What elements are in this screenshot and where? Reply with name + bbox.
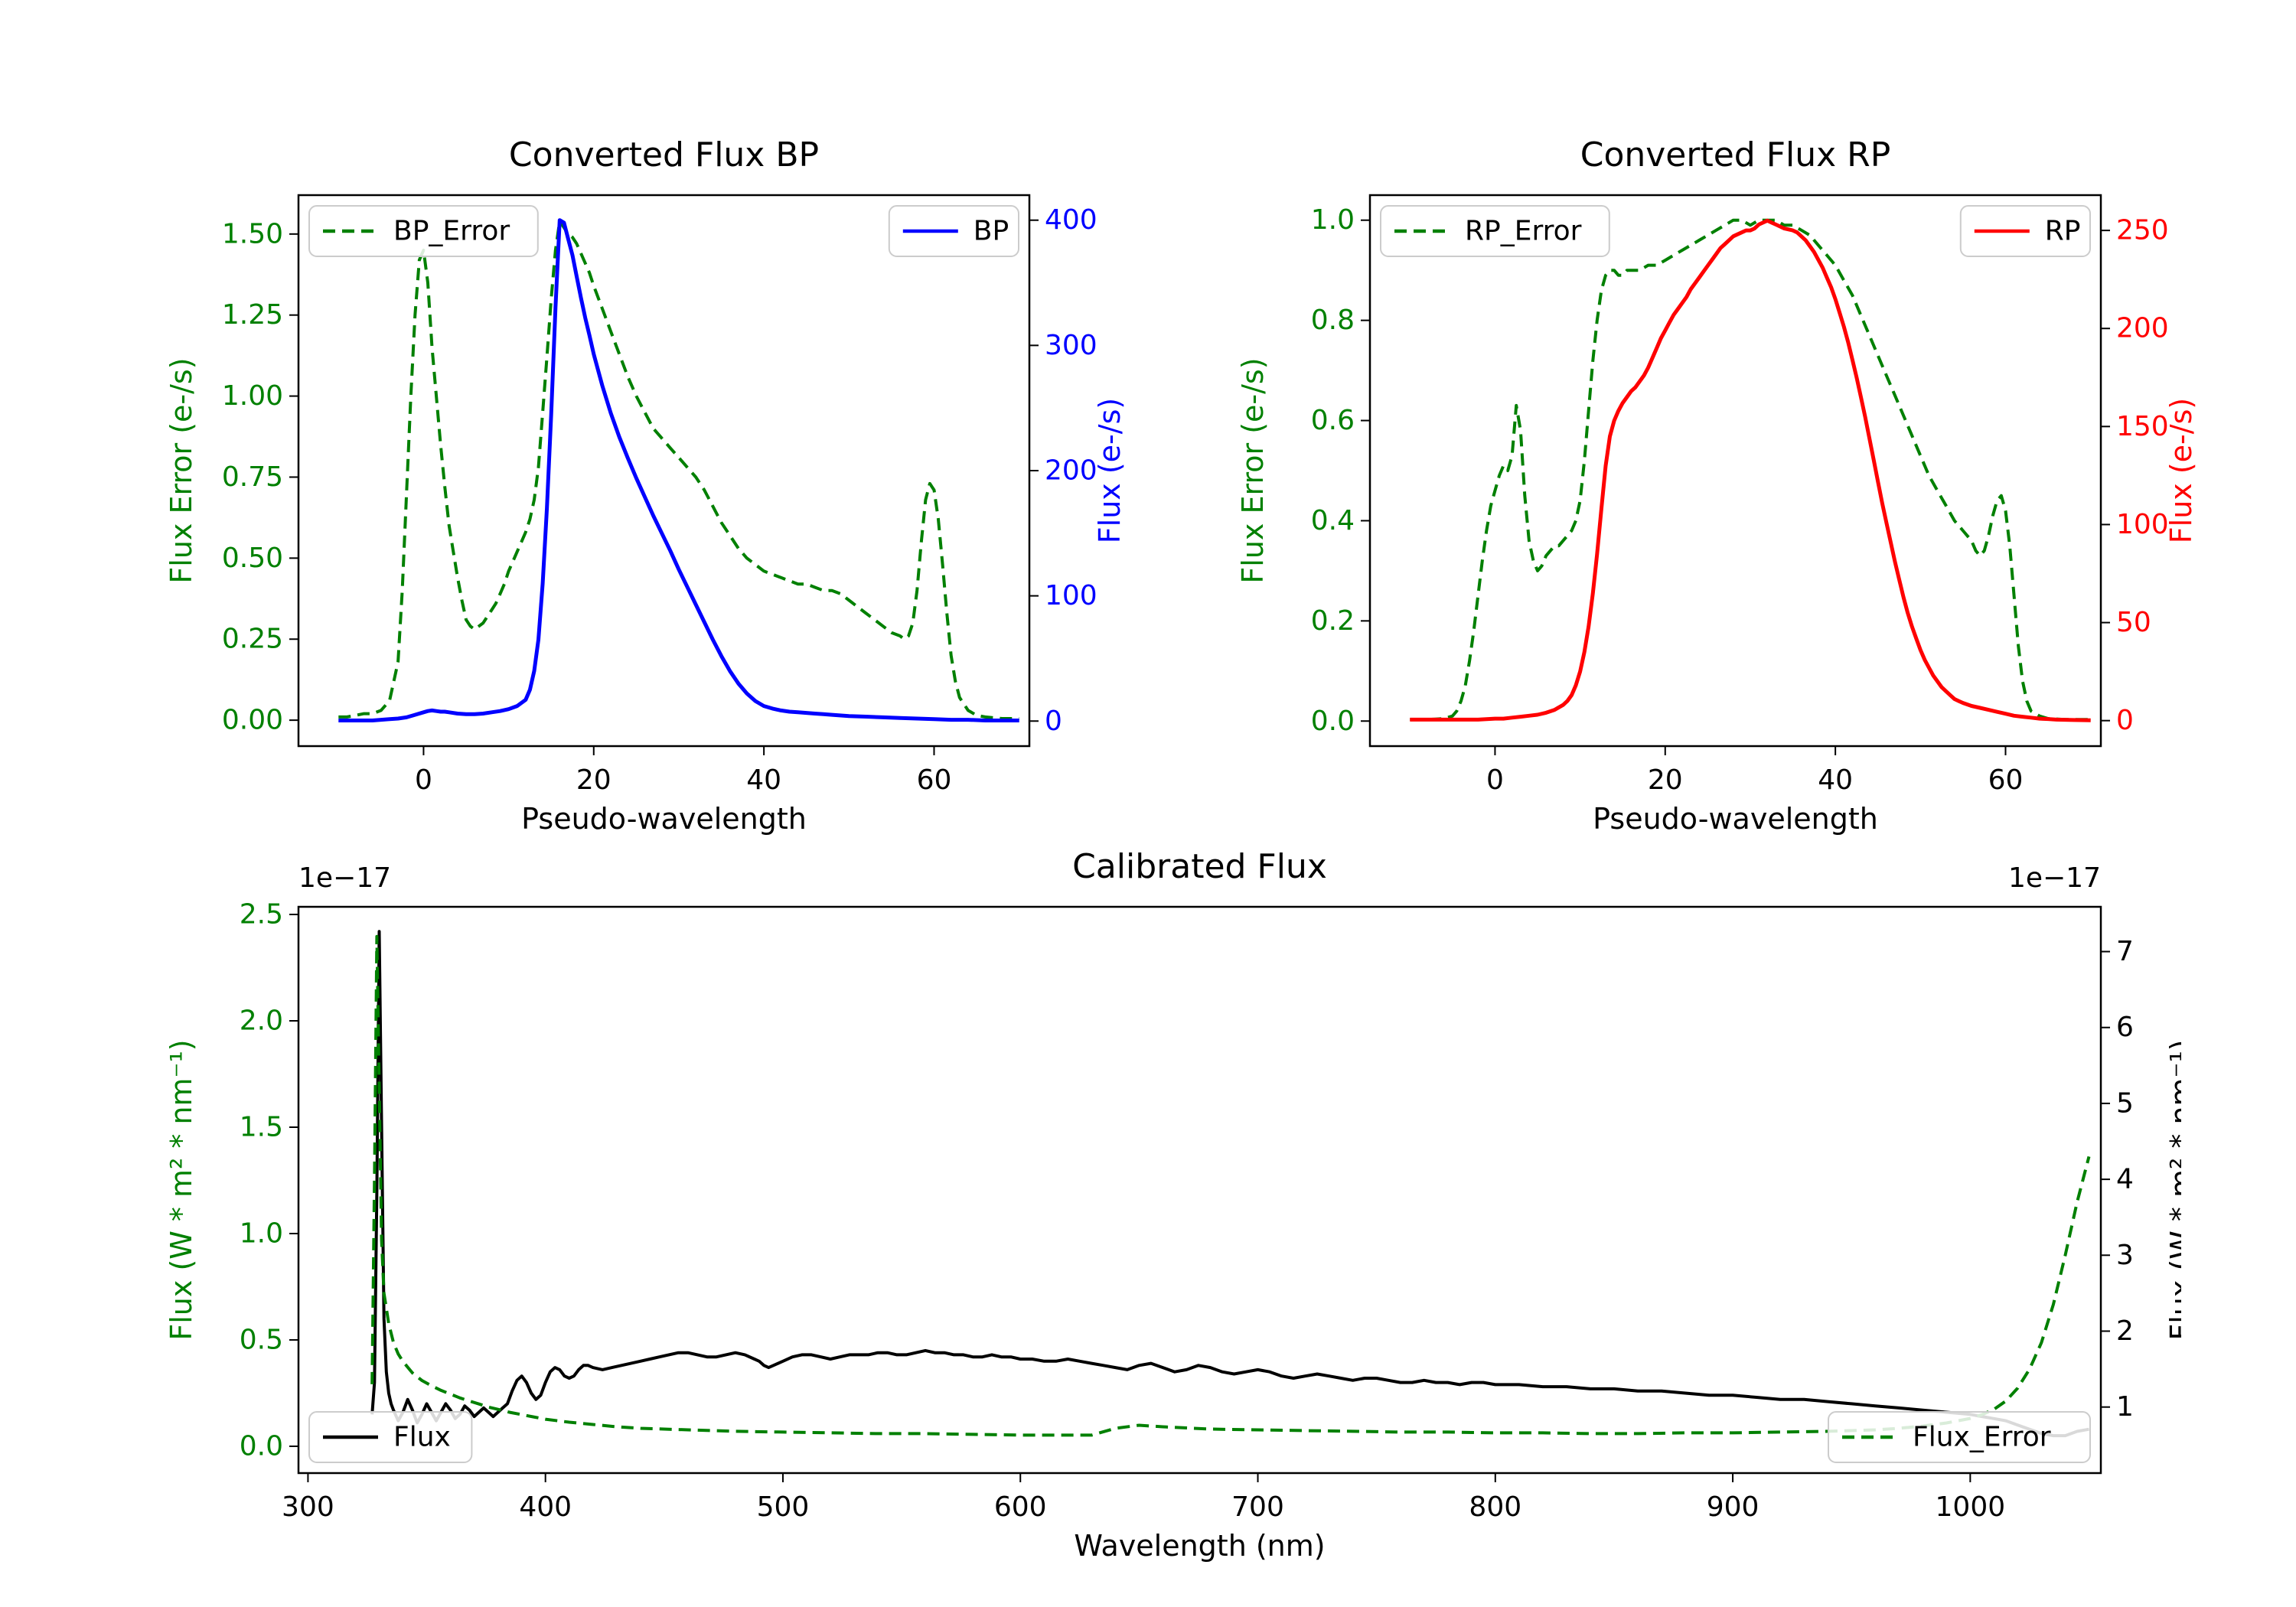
x-tick-label: 60 [1988, 764, 2024, 796]
x-tick-label: 600 [994, 1491, 1047, 1523]
left-y-tick-label: 2.5 [240, 899, 283, 931]
left-y-tick-label: 1.0 [240, 1217, 283, 1249]
series-BP_Error [338, 219, 1019, 720]
left-axis-offset-label: 1e−17 [298, 862, 391, 894]
legend-label: BP [974, 216, 1009, 247]
legend-box [1380, 205, 1610, 257]
x-tick-label: 400 [519, 1491, 572, 1523]
left-y-tick-label: 0.2 [1311, 605, 1355, 637]
legend-Flux_Error: Flux_Error [1828, 1411, 2091, 1463]
right-y-tick-label: 4 [2116, 1164, 2134, 1195]
series-RP [1410, 218, 2091, 722]
left-y-tick-label: 0.0 [1311, 706, 1355, 737]
legend-Flux: Flux [308, 1411, 473, 1463]
x-tick-label: 60 [917, 764, 952, 796]
left-y-tick-label: 1.0 [1311, 204, 1355, 236]
left-y-tick-label: 0.50 [222, 543, 283, 574]
right-axis-offset-label: 1e−17 [2008, 862, 2101, 894]
left-y-tick-label: 1.25 [222, 299, 283, 331]
legend-label: BP_Error [393, 216, 510, 247]
right-y-tick-label: 250 [2116, 215, 2169, 246]
x-tick-label: 40 [1818, 764, 1853, 796]
right-y-tick-label: 50 [2116, 607, 2151, 638]
series-RP_Error [1410, 218, 2091, 722]
legend-label: Flux_Error [1913, 1422, 2051, 1453]
legend-box [308, 1411, 473, 1463]
left-y-axis-label: Flux Error (e-/s) [165, 357, 198, 583]
x-tick-label: 800 [1469, 1491, 1521, 1523]
x-tick-label: 0 [415, 764, 432, 796]
left-y-tick-label: 0.6 [1311, 405, 1355, 436]
right-y-tick-label: 6 [2116, 1012, 2134, 1043]
chart-converted-flux-bp: Converted Flux BP 0 20 40 60 0.00 0.25 0.50 0.75… [165, 135, 1127, 836]
right-y-tick-label: 100 [2116, 509, 2169, 540]
x-tick-label: 500 [757, 1491, 810, 1523]
chart-calibrated-flux: Calibrated Flux 1e−17 1e−17 300 400 500 600 700… [165, 847, 2181, 1563]
left-y-tick-label: 0.00 [222, 705, 283, 736]
x-axis-label: Wavelength (nm) [1074, 1529, 1325, 1563]
legend-label: Flux [393, 1422, 451, 1453]
left-y-tick-label: 1.00 [222, 380, 283, 412]
right-y-axis-label: Flux (e-/s) [2164, 398, 2198, 543]
series-Flux_Error [370, 934, 2091, 1437]
left-y-tick-label: 0.8 [1311, 305, 1355, 336]
legend-label: RP [2045, 216, 2081, 247]
right-y-tick-label: 100 [1045, 580, 1097, 611]
right-y-tick-label: 150 [2116, 411, 2169, 442]
x-tick-label: 1000 [1936, 1491, 2006, 1523]
left-y-axis-label: Flux (W * m² * nm⁻¹) [165, 1039, 198, 1340]
left-y-tick-label: 0.5 [240, 1324, 283, 1355]
legend-label: RP_Error [1465, 216, 1582, 247]
left-y-tick-label: 0.0 [240, 1430, 283, 1462]
left-y-tick-label: 0.25 [222, 624, 283, 655]
right-y-tick-label: 200 [1045, 455, 1097, 487]
right-y-axis-label: Flux (W * m² * nm⁻¹) [2164, 1039, 2181, 1340]
legend-RP: RP [1959, 205, 2091, 257]
right-y-tick-label: 7 [2116, 936, 2134, 967]
axes-frame [297, 905, 2102, 1475]
x-tick-label: 700 [1231, 1491, 1284, 1523]
right-y-axis-label: Flux (e-/s) [1093, 398, 1127, 543]
right-y-tick-label: 2 [2116, 1315, 2134, 1347]
x-tick-label: 900 [1707, 1491, 1760, 1523]
legend-BP_Error: BP_Error [308, 205, 539, 257]
chart-converted-flux-rp: Converted Flux RP 0 20 40 60 0.0 0.2 0.4 0.6 0.8 1… [1236, 135, 2198, 836]
right-y-tick-label: 1 [2116, 1391, 2134, 1423]
x-axis-label: Pseudo-wavelength [521, 802, 807, 836]
legend-RP_Error: RP_Error [1380, 205, 1610, 257]
chart-title: Converted Flux RP [1580, 135, 1891, 174]
x-axis-label: Pseudo-wavelength [1593, 802, 1878, 836]
x-tick-label: 20 [1648, 764, 1683, 796]
series-BP [338, 218, 1019, 722]
left-y-tick-label: 2.0 [240, 1006, 283, 1037]
right-y-tick-label: 300 [1045, 330, 1097, 361]
left-y-tick-label: 1.5 [240, 1111, 283, 1143]
legend-box [308, 205, 539, 257]
left-y-tick-label: 0.75 [222, 461, 283, 493]
axes-frame [297, 194, 1031, 748]
axes-frame [1368, 194, 2102, 748]
right-y-tick-label: 200 [2116, 313, 2169, 344]
left-y-axis-label: Flux Error (e-/s) [1236, 357, 1270, 583]
right-y-tick-label: 3 [2116, 1240, 2134, 1271]
right-y-tick-label: 0 [2116, 705, 2134, 736]
right-y-tick-label: 400 [1045, 204, 1097, 236]
legend-BP: BP [888, 205, 1019, 257]
right-y-tick-label: 0 [1045, 706, 1062, 737]
x-tick-label: 300 [282, 1491, 334, 1523]
series-Flux [370, 930, 2089, 1438]
left-y-tick-label: 0.4 [1311, 505, 1355, 536]
x-tick-label: 20 [576, 764, 612, 796]
right-y-tick-label: 5 [2116, 1087, 2134, 1119]
x-tick-label: 40 [746, 764, 781, 796]
chart-title: Calibrated Flux [1072, 847, 1327, 886]
left-y-tick-label: 1.50 [222, 218, 283, 249]
chart-title: Converted Flux BP [509, 135, 819, 174]
legend-box [1828, 1411, 2091, 1463]
x-tick-label: 0 [1486, 764, 1504, 796]
